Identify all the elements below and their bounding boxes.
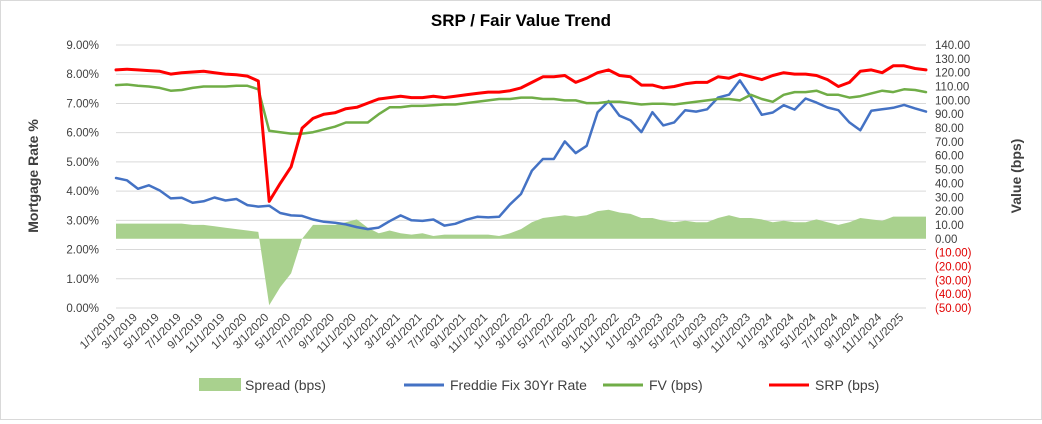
right-axis-title: Value (bps) bbox=[1008, 139, 1024, 214]
left-axis-title: Mortgage Rate % bbox=[25, 119, 41, 233]
right-tick-label: 120.00 bbox=[935, 68, 970, 80]
right-tick-label: (30.00) bbox=[935, 275, 972, 287]
right-tick-label: 10.00 bbox=[935, 220, 964, 232]
legend-swatch-spread-bps bbox=[199, 378, 241, 391]
left-tick-label: 3.00% bbox=[66, 215, 99, 227]
right-tick-label: (50.00) bbox=[935, 303, 972, 315]
right-tick-label: 100.00 bbox=[935, 95, 970, 107]
right-axis-ticks: (50.00) (40.00) (30.00) (20.00)(10.00) 0.00 1… bbox=[935, 40, 972, 315]
left-tick-label: 5.00% bbox=[66, 157, 99, 169]
right-tick-label: 130.00 bbox=[935, 54, 970, 66]
right-tick-label: (40.00) bbox=[935, 289, 972, 301]
legend: Spread (bps) Freddie Fix 30Yr Rate FV (bps… bbox=[199, 377, 879, 393]
right-tick-label: 60.00 bbox=[935, 151, 964, 163]
left-tick-label: 2.00% bbox=[66, 245, 99, 257]
legend-label-fv-bps: FV (bps) bbox=[649, 377, 703, 393]
chart-title: SRP / Fair Value Trend bbox=[431, 11, 611, 30]
right-tick-label: 50.00 bbox=[935, 165, 964, 177]
freddie-fix-30yr-rate-line bbox=[114, 79, 928, 231]
left-tick-label: 0.00% bbox=[66, 303, 99, 315]
right-tick-label: (20.00) bbox=[935, 261, 972, 273]
grid-lines bbox=[116, 44, 926, 309]
left-tick-label: 7.00% bbox=[66, 98, 99, 110]
right-tick-label: 30.00 bbox=[935, 192, 964, 204]
right-tick-label: 0.00 bbox=[935, 234, 957, 246]
plot-area bbox=[114, 64, 928, 306]
right-tick-label: 80.00 bbox=[935, 123, 964, 135]
legend-label-spread-bps: Spread (bps) bbox=[245, 377, 326, 393]
right-tick-label: 140.00 bbox=[935, 40, 970, 52]
legend-label-freddie-fix-30yr-rate: Freddie Fix 30Yr Rate bbox=[450, 377, 587, 393]
right-tick-label: 40.00 bbox=[935, 178, 964, 190]
right-tick-label: (10.00) bbox=[935, 248, 972, 260]
legend-label-srp-bps: SRP (bps) bbox=[815, 377, 879, 393]
left-axis-ticks: 0.00% 1.00% 2.00% 3.00% 4.00% 5.00% 6.00% 7.00%… bbox=[66, 40, 99, 315]
right-tick-label: 70.00 bbox=[935, 137, 964, 149]
right-tick-label: 110.00 bbox=[935, 82, 969, 94]
left-tick-label: 8.00% bbox=[66, 69, 99, 81]
spread-area bbox=[116, 209, 926, 306]
srp-bps-line bbox=[114, 64, 928, 203]
fv-bps-line bbox=[114, 83, 928, 135]
left-tick-label: 4.00% bbox=[66, 186, 99, 198]
right-tick-label: 20.00 bbox=[935, 206, 964, 218]
left-tick-label: 6.00% bbox=[66, 128, 99, 140]
right-tick-label: 90.00 bbox=[935, 109, 964, 121]
x-axis-ticks: 1/1/20193/1/20195/1/20197/1/20199/1/2019… bbox=[78, 311, 906, 355]
left-tick-label: 1.00% bbox=[66, 274, 99, 286]
left-tick-label: 9.00% bbox=[66, 40, 99, 52]
